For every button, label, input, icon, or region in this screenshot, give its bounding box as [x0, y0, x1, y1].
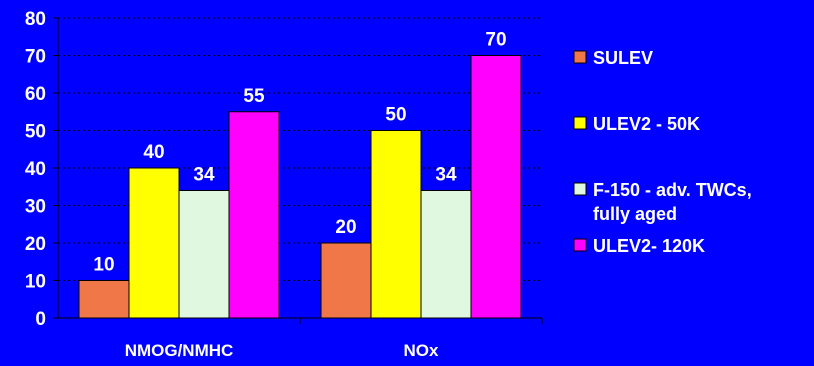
data-label: 34: [193, 165, 215, 186]
labels: 0 10 20 30 40 50 60 70 80 10 40 34 55 NMOG/NMHC 20 50 34…: [25, 9, 507, 360]
bar: [470, 55, 522, 319]
bar: [228, 111, 280, 319]
legend-swatch: [573, 238, 587, 252]
data-label: 10: [93, 255, 114, 276]
legend-swatch: [573, 182, 587, 196]
y-tick-label: 60: [25, 84, 46, 105]
y-tick-label: 30: [25, 197, 46, 218]
x-category-label: NOx: [404, 341, 440, 360]
legend-swatch: [573, 50, 587, 64]
axes: [53, 17, 543, 324]
data-label: 40: [143, 142, 164, 163]
y-tick-label: 80: [25, 9, 46, 30]
y-tick-label: 50: [25, 122, 46, 143]
data-label: 70: [485, 30, 506, 51]
data-label: 20: [335, 217, 356, 238]
data-label: 55: [243, 86, 265, 107]
data-label: 34: [435, 165, 457, 186]
bars: [78, 55, 522, 319]
y-tick-label: 20: [25, 234, 46, 255]
legend: SULEV ULEV2 - 50K F-150 - adv. TWCs, fully …: [573, 48, 752, 256]
legend-label: F-150 - adv. TWCs, fully aged: [593, 180, 752, 224]
bar: [420, 190, 472, 319]
bar: [78, 280, 130, 319]
legend-label: ULEV2 - 50K: [593, 114, 700, 134]
bar: [320, 242, 372, 319]
y-tick-label: 0: [35, 309, 46, 330]
legend-label: ULEV2- 120K: [593, 236, 705, 256]
data-label: 50: [385, 105, 406, 126]
y-tick-label: 40: [25, 159, 46, 180]
bar: [128, 167, 180, 319]
bar: [370, 130, 422, 319]
y-tick-label: 10: [25, 272, 46, 293]
y-tick-label: 70: [25, 47, 46, 68]
bar: [178, 190, 230, 319]
legend-swatch: [573, 116, 587, 130]
legend-label: SULEV: [593, 48, 653, 68]
x-category-label: NMOG/NMHC: [125, 341, 234, 360]
